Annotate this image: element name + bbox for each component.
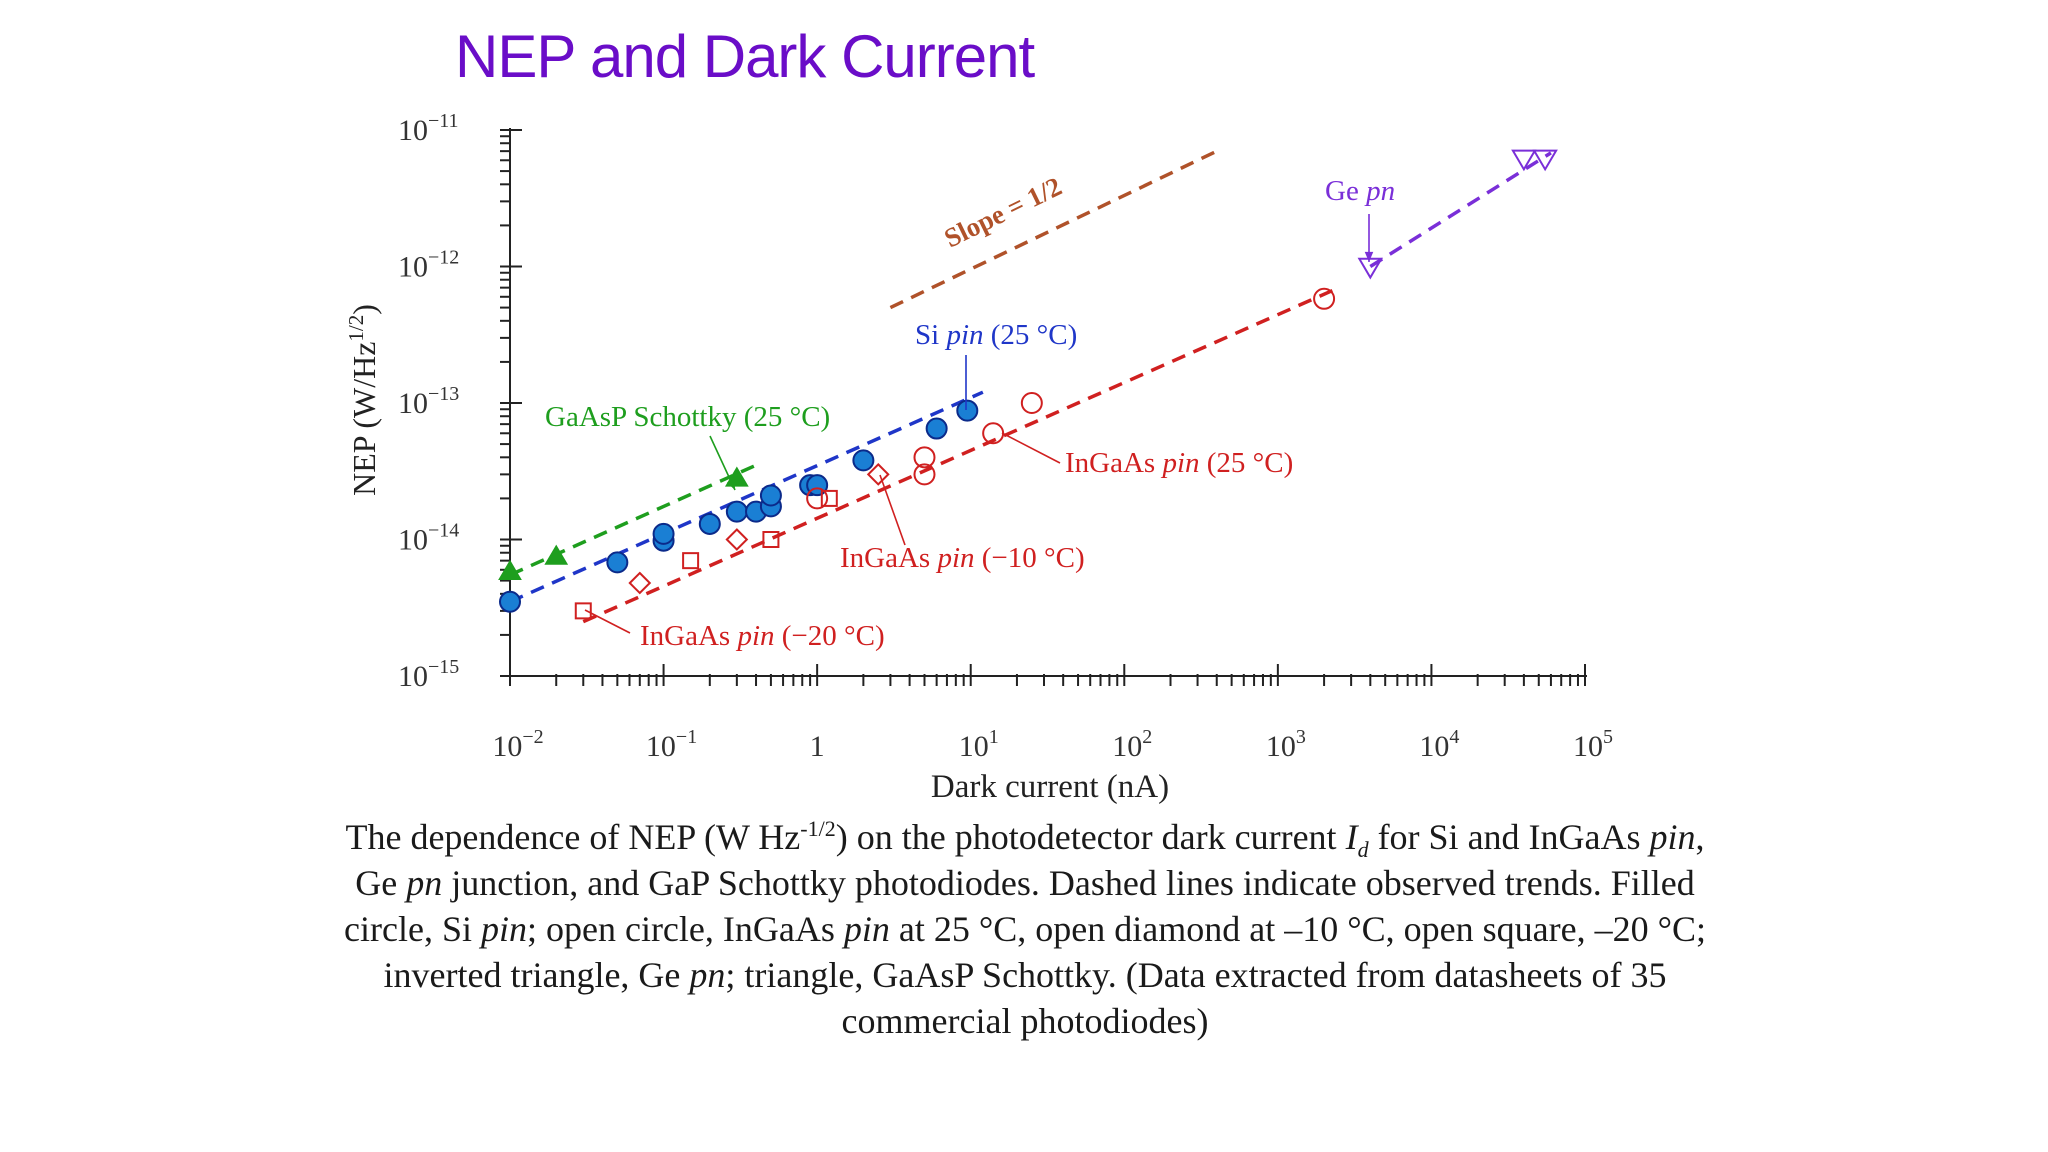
annotation-label: InGaAs pin (−10 °C)	[840, 542, 1085, 574]
annotation-label: Si pin (25 °C)	[915, 319, 1077, 351]
x-axis-label: Dark current (nA)	[931, 769, 1169, 805]
ingaas-m20c-point	[820, 489, 838, 507]
y-tick-label: 10−13	[398, 383, 459, 420]
caption-italic: pin	[1649, 817, 1696, 857]
caption-superscript: -1/2	[800, 816, 836, 841]
ingaas-m20c-point	[574, 602, 592, 620]
series-open-inverted-triangle	[1357, 149, 1558, 280]
ingaas-25c-point	[913, 446, 936, 469]
caption-italic: pn	[406, 863, 443, 903]
caption-text: junction, and GaP Schottky photodiodes. …	[344, 863, 1695, 949]
leader-arrowhead	[1364, 251, 1374, 262]
si-pin-point	[698, 512, 721, 535]
caption-text: ) on the photodetector dark current	[835, 817, 1346, 857]
series-open-diamond	[628, 462, 890, 595]
caption-text: , Ge	[355, 817, 1705, 903]
gaasp-point	[544, 544, 569, 565]
x-tick-label: 102	[1112, 726, 1152, 763]
ingaas-25c-point	[1020, 392, 1043, 414]
axis-labels: Dark current (nA) NEP (W/Hz1/2)	[344, 304, 1169, 805]
si-pin-point	[759, 484, 782, 507]
si-pin-point	[925, 417, 948, 440]
series-open-square	[574, 489, 838, 620]
trend-line	[1369, 151, 1552, 268]
si-pin-point	[956, 399, 979, 422]
ingaas-m10c-point	[866, 462, 890, 486]
data-points	[498, 149, 1558, 620]
annotation-label: InGaAs pin (−20 °C)	[640, 620, 885, 652]
si-pin-point	[606, 551, 629, 574]
ingaas-m10c-point	[725, 528, 749, 551]
caption-text: ; triangle, GaAsP Schottky. (Data extrac…	[725, 955, 1667, 1041]
leader-line	[1001, 432, 1061, 464]
series-filled-circle	[499, 399, 979, 613]
ge-pn-point	[1511, 149, 1537, 172]
ingaas-m20c-point	[762, 531, 780, 548]
x-tick-label: 104	[1419, 726, 1459, 763]
x-tick-label: 103	[1266, 726, 1306, 763]
ingaas-25c-point	[1313, 287, 1336, 310]
ingaas-m20c-point	[682, 552, 700, 570]
caption-subscript: d	[1357, 837, 1369, 863]
ge-pn-point	[1532, 149, 1558, 172]
x-tick-label: 10−1	[646, 726, 697, 763]
ingaas-25c-point	[913, 463, 936, 486]
leader-line	[584, 609, 631, 634]
figure-caption: The dependence of NEP (W Hz-1/2) on the …	[340, 814, 1710, 1044]
slide-title: NEP and Dark Current	[455, 23, 1035, 90]
ingaas-25c-point	[806, 487, 829, 510]
y-tick-label: 10−11	[398, 110, 459, 147]
caption-variable: I	[1345, 817, 1358, 857]
si-pin-point	[852, 449, 875, 472]
x-tick-label: 1	[810, 730, 825, 763]
y-tick-label: 10−12	[398, 247, 459, 284]
leader-line	[879, 474, 906, 546]
caption-italic: pin	[843, 909, 890, 949]
annotation-label: Slope = 1/2	[939, 171, 1066, 253]
y-tick-label: 10−15	[398, 656, 459, 693]
trend-line	[889, 149, 1218, 310]
caption-italic: pn	[689, 955, 726, 995]
x-tick-label: 101	[959, 726, 999, 763]
si-pin-point	[499, 590, 521, 613]
ingaas-m10c-point	[628, 571, 652, 595]
gaasp-point	[498, 559, 522, 580]
caption-text: for Si and InGaAs	[1368, 817, 1650, 857]
y-axis-label: NEP (W/Hz1/2)	[344, 304, 382, 496]
x-tick-label: 10−2	[492, 726, 543, 763]
si-pin-point	[652, 522, 675, 545]
y-tick-label: 10−14	[398, 520, 459, 557]
caption-text: ; open circle, InGaAs	[526, 909, 844, 949]
caption-text: The dependence of NEP (W Hz	[345, 817, 801, 857]
caption-italic: pin	[480, 909, 527, 949]
leader-arrowhead	[726, 479, 735, 490]
si-pin-point	[725, 500, 748, 523]
x-tick-label: 105	[1573, 726, 1613, 763]
caption-text: at 25 °C, open diamond at –10 °C, open s…	[383, 909, 1706, 995]
annotation-label: Ge pn	[1325, 175, 1395, 207]
trend-lines	[509, 149, 1552, 624]
annotation-label: InGaAs pin (25 °C)	[1065, 447, 1293, 479]
annotation-label: GaAsP Schottky (25 °C)	[545, 401, 830, 433]
trend-line	[509, 390, 984, 604]
